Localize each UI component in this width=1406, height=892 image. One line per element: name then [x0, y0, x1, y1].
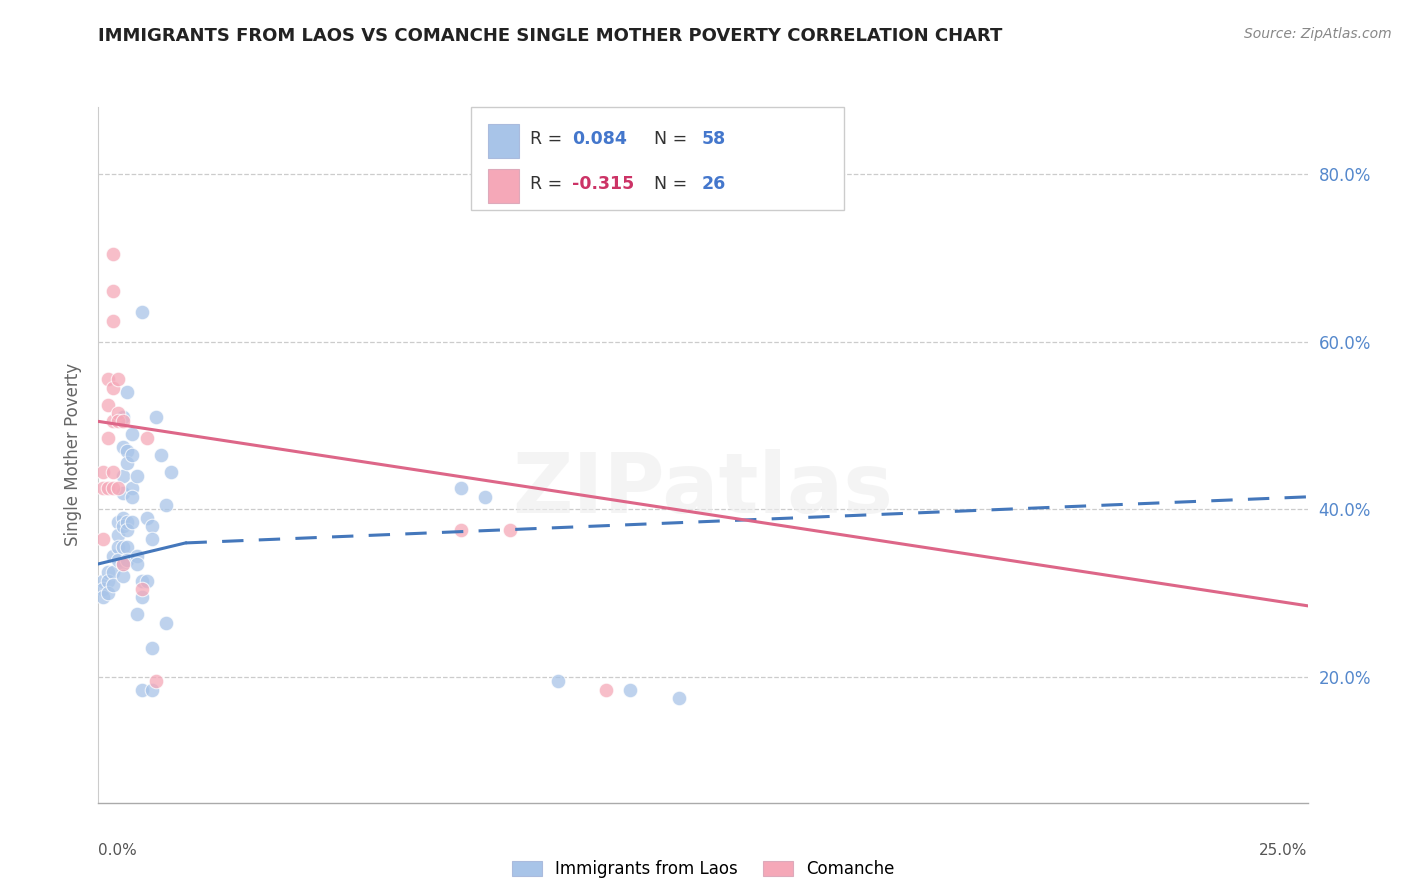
Point [107, 540, 129, 554]
Point [91, 482, 114, 496]
Point [97, 566, 120, 580]
Point [111, 540, 134, 554]
Text: ZIPatlas: ZIPatlas [513, 450, 893, 530]
Point [668, 691, 690, 706]
Point [135, 510, 157, 524]
Point [97, 372, 120, 386]
Point [145, 674, 167, 689]
Point [117, 552, 139, 566]
Point [150, 448, 173, 462]
Point [91, 582, 114, 596]
Point [117, 540, 139, 554]
Point [117, 515, 139, 529]
Point [107, 552, 129, 566]
Point [117, 456, 139, 470]
Point [117, 385, 139, 400]
Point [107, 527, 129, 541]
Point [111, 519, 134, 533]
Point [101, 465, 124, 479]
Point [111, 468, 134, 483]
Text: IMMIGRANTS FROM LAOS VS COMANCHE SINGLE MOTHER POVERTY CORRELATION CHART: IMMIGRANTS FROM LAOS VS COMANCHE SINGLE … [98, 27, 1002, 45]
Point [127, 468, 149, 483]
Point [107, 515, 129, 529]
Point [91, 591, 114, 605]
Point [111, 557, 134, 571]
Point [155, 498, 177, 512]
Point [131, 574, 153, 588]
Point [101, 549, 124, 563]
Point [91, 574, 114, 588]
Point [121, 427, 143, 442]
Text: R =: R = [530, 175, 568, 193]
Point [121, 448, 143, 462]
Point [474, 490, 496, 504]
Point [101, 314, 124, 328]
Point [101, 482, 124, 496]
Point [107, 372, 129, 386]
Point [107, 406, 129, 420]
Point [101, 381, 124, 395]
Point [111, 569, 134, 583]
Text: -0.315: -0.315 [572, 175, 634, 193]
Point [131, 591, 153, 605]
Point [595, 682, 617, 697]
Point [107, 482, 129, 496]
Point [141, 519, 163, 533]
Point [121, 490, 143, 504]
Point [97, 431, 120, 445]
Point [111, 440, 134, 454]
Point [131, 305, 153, 319]
Text: 0.0%: 0.0% [98, 843, 138, 858]
Point [145, 410, 167, 425]
Point [135, 431, 157, 445]
Point [97, 482, 120, 496]
Point [117, 443, 139, 458]
Point [111, 510, 134, 524]
Point [141, 682, 163, 697]
Point [160, 465, 183, 479]
Point [91, 532, 114, 546]
Point [450, 524, 472, 538]
Point [101, 246, 124, 260]
Point [117, 524, 139, 538]
Point [107, 414, 129, 428]
Point [450, 482, 472, 496]
Y-axis label: Single Mother Poverty: Single Mother Poverty [65, 363, 83, 547]
Text: R =: R = [530, 130, 568, 148]
Text: 0.084: 0.084 [572, 130, 627, 148]
Text: 58: 58 [702, 130, 725, 148]
Point [547, 674, 569, 689]
Point [121, 482, 143, 496]
Text: N =: N = [643, 175, 692, 193]
Point [101, 285, 124, 299]
Point [101, 414, 124, 428]
Text: Source: ZipAtlas.com: Source: ZipAtlas.com [1244, 27, 1392, 41]
Point [121, 515, 143, 529]
Point [111, 410, 134, 425]
Point [131, 682, 153, 697]
Point [155, 615, 177, 630]
Point [111, 414, 134, 428]
Point [97, 398, 120, 412]
Point [111, 557, 134, 571]
Legend: Immigrants from Laos, Comanche: Immigrants from Laos, Comanche [505, 854, 901, 885]
Point [91, 465, 114, 479]
Point [127, 549, 149, 563]
Point [127, 557, 149, 571]
Point [101, 566, 124, 580]
Point [135, 574, 157, 588]
Text: 26: 26 [702, 175, 725, 193]
Point [111, 485, 134, 500]
Point [619, 682, 641, 697]
Point [97, 586, 120, 600]
Text: 25.0%: 25.0% [1260, 843, 1308, 858]
Point [131, 582, 153, 596]
Point [127, 607, 149, 622]
Point [141, 640, 163, 655]
Point [141, 532, 163, 546]
Point [498, 524, 520, 538]
Point [97, 574, 120, 588]
Text: N =: N = [643, 130, 692, 148]
Point [101, 578, 124, 592]
